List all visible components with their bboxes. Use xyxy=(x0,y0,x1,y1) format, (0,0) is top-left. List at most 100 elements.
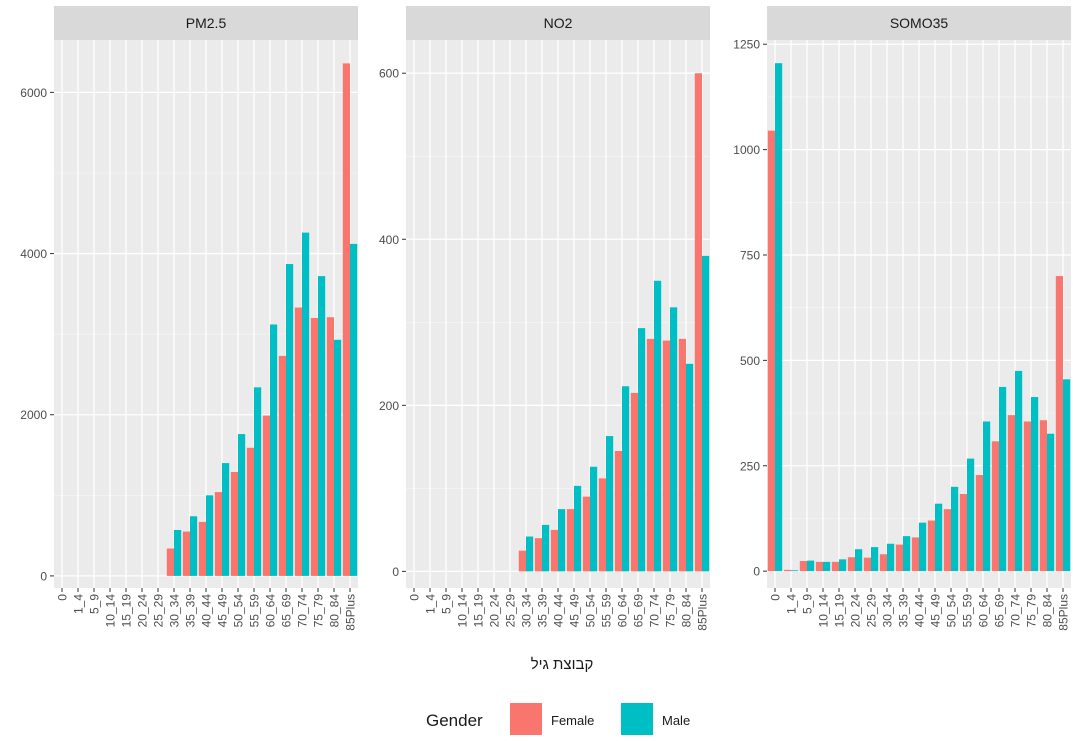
x-tick-label: 60_64 xyxy=(616,594,630,628)
x-tick-label: 50_54 xyxy=(945,594,959,628)
legend-label-male: Male xyxy=(662,713,690,728)
x-tick-label: 75_79 xyxy=(664,594,678,628)
x-tick-label: 50_54 xyxy=(232,594,246,628)
x-tick-label: 70_74 xyxy=(1009,594,1023,628)
x-tick-label: 65_69 xyxy=(280,594,294,628)
bar-female-45_49 xyxy=(566,509,574,572)
bar-male-15_19 xyxy=(839,559,847,572)
bar-male-30_34 xyxy=(174,529,182,576)
bar-male-70_74 xyxy=(1015,370,1023,572)
facet-title: SOMO35 xyxy=(890,15,949,31)
bar-male-70_74 xyxy=(654,280,662,572)
bar-female-60_64 xyxy=(262,415,270,576)
x-tick-label: 0 xyxy=(769,594,783,601)
bar-male-25_29 xyxy=(871,547,879,572)
x-axis-title: קבוצת גיל xyxy=(531,656,594,673)
bar-male-30_34 xyxy=(887,543,895,572)
y-tick-label: 0 xyxy=(392,565,399,579)
bar-female-85plus xyxy=(1055,276,1063,572)
x-tick-label: 15_19 xyxy=(833,594,847,628)
x-tick-label: 5_9 xyxy=(440,594,454,614)
bar-male-60_64 xyxy=(622,386,630,572)
x-tick-label: 35_39 xyxy=(184,594,198,628)
bar-male-45_49 xyxy=(574,485,582,572)
x-tick-label: 80_84 xyxy=(328,594,342,628)
bar-male-35_39 xyxy=(542,524,550,572)
bar-female-20_24 xyxy=(847,557,855,572)
legend-swatch-female xyxy=(510,703,542,735)
x-tick-label: 15_19 xyxy=(120,594,134,628)
x-tick-label: 25_29 xyxy=(504,594,518,628)
x-tick-label: 10_14 xyxy=(104,594,118,628)
bar-female-50_54 xyxy=(582,496,590,572)
bar-female-5_9 xyxy=(799,561,807,572)
y-tick-label: 250 xyxy=(740,459,760,473)
x-tick-label: 1_4 xyxy=(785,594,799,614)
legend-title: Gender xyxy=(426,711,483,730)
bar-female-50_54 xyxy=(943,509,951,572)
x-tick-label: 40_44 xyxy=(913,594,927,628)
x-tick-label: 50_54 xyxy=(584,594,598,628)
y-tick-label: 750 xyxy=(740,248,760,262)
bar-male-60_64 xyxy=(983,421,991,572)
bar-female-30_34 xyxy=(166,548,174,576)
bar-male-45_49 xyxy=(935,503,943,572)
bar-male-80_84 xyxy=(1047,433,1055,572)
x-tick-label: 45_49 xyxy=(568,594,582,628)
bar-male-65_69 xyxy=(999,386,1007,572)
facet-title: PM2.5 xyxy=(186,15,227,31)
bar-female-30_34 xyxy=(879,554,887,572)
bar-male-65_69 xyxy=(286,264,294,576)
bar-female-60_64 xyxy=(975,475,983,572)
bar-male-85plus xyxy=(1063,379,1071,572)
y-tick-label: 4000 xyxy=(20,247,47,261)
y-tick-label: 500 xyxy=(740,354,760,368)
bar-male-75_79 xyxy=(670,307,678,572)
x-tick-label: 70_74 xyxy=(296,594,310,628)
bar-male-35_39 xyxy=(190,516,198,576)
y-tick-label: 400 xyxy=(379,233,399,247)
bar-male-50_54 xyxy=(238,434,246,576)
bar-female-40_44 xyxy=(198,521,206,576)
bar-male-60_64 xyxy=(270,324,278,576)
legend-swatch-male xyxy=(621,703,653,735)
bar-female-60_64 xyxy=(614,451,622,572)
bar-female-75_79 xyxy=(310,318,318,576)
y-tick-label: 2000 xyxy=(20,408,47,422)
bar-female-0 xyxy=(767,130,775,572)
x-tick-label: 35_39 xyxy=(897,594,911,628)
bar-male-75_79 xyxy=(318,276,326,576)
bar-male-35_39 xyxy=(903,536,911,572)
bar-female-65_69 xyxy=(630,392,638,572)
bar-male-70_74 xyxy=(302,232,310,576)
x-tick-label: 80_84 xyxy=(1041,594,1055,628)
bar-male-40_44 xyxy=(919,522,927,572)
x-tick-label: 0 xyxy=(56,594,70,601)
bar-male-30_34 xyxy=(526,536,534,572)
legend-label-female: Female xyxy=(551,713,594,728)
x-tick-label: 5_9 xyxy=(88,594,102,614)
bar-female-65_69 xyxy=(991,441,999,572)
bar-female-85plus xyxy=(694,73,702,572)
bar-female-35_39 xyxy=(534,538,542,572)
bar-male-85plus xyxy=(702,255,710,572)
x-tick-label: 85Plus xyxy=(696,594,710,631)
x-tick-label: 30_34 xyxy=(881,594,895,628)
x-tick-label: 10_14 xyxy=(817,594,831,628)
facet-title: NO2 xyxy=(544,15,573,31)
bar-female-80_84 xyxy=(678,338,686,572)
bar-male-55_59 xyxy=(967,458,975,572)
bar-female-70_74 xyxy=(646,338,654,572)
bar-male-40_44 xyxy=(206,495,214,576)
x-tick-label: 55_59 xyxy=(600,594,614,628)
bar-female-10_14 xyxy=(815,561,823,572)
x-tick-label: 30_34 xyxy=(168,594,182,628)
y-tick-label: 0 xyxy=(753,565,760,579)
x-tick-label: 20_24 xyxy=(136,594,150,628)
bar-male-1_4 xyxy=(791,570,799,572)
x-tick-label: 20_24 xyxy=(488,594,502,628)
x-tick-label: 35_39 xyxy=(536,594,550,628)
x-tick-label: 75_79 xyxy=(312,594,326,628)
x-tick-label: 60_64 xyxy=(264,594,278,628)
